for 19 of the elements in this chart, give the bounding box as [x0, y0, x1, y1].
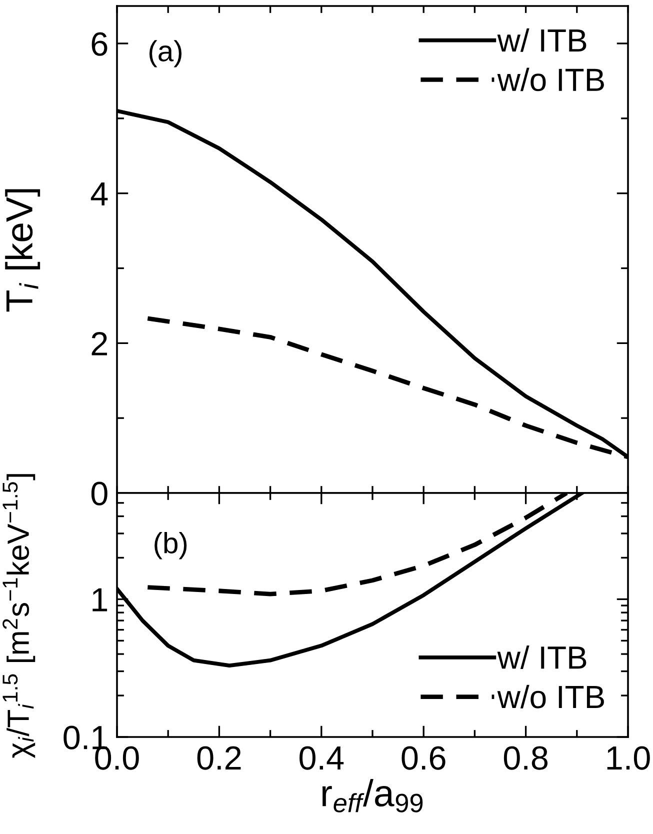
x-tick-label: 0.2	[197, 746, 241, 770]
x-axis-title: r$_{eff}$/a$_{99}$	[322, 778, 423, 812]
legend-label: w/o ITB	[497, 684, 604, 708]
y-tick-label: 0	[91, 482, 108, 506]
y-tick-label: 6	[92, 32, 108, 56]
x-tick-label: 1.0	[607, 746, 650, 770]
x-tick-label: 0.4	[300, 746, 344, 770]
annotation: (b)	[154, 532, 187, 560]
annotation: (a)	[149, 40, 182, 68]
x-tick-label: 0.8	[504, 746, 548, 770]
legend-label: w/ ITB	[497, 646, 586, 669]
legend-label: w/o ITB	[497, 68, 604, 92]
x-tick-label: 0.6	[402, 746, 446, 770]
legend-label: w/ ITB	[497, 28, 586, 52]
y-tick-label: 4	[90, 182, 108, 206]
y-tick-label: 2	[92, 332, 107, 356]
y-axis-title: T$_{i}$ [keV]	[5, 189, 40, 312]
y-tick-label: 1	[92, 588, 108, 612]
text: χ$_{i}$/T$_{i}$$^{1.5}$ [m$^{2}$s$^{−1}$keV$^{−1.5}$]	[2, 474, 36, 758]
